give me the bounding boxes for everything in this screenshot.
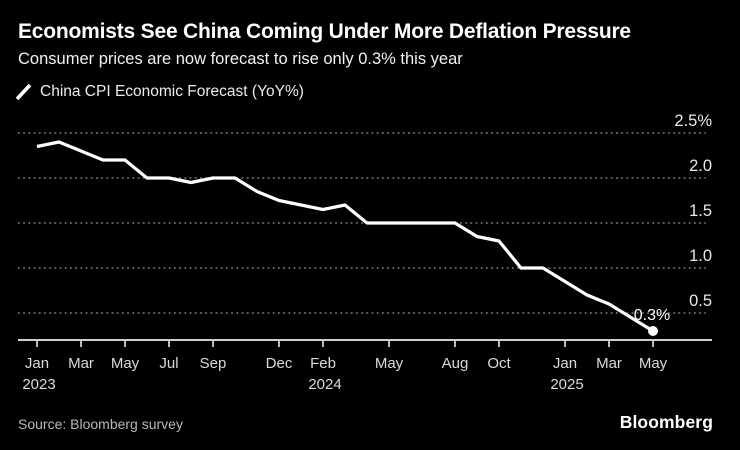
y-axis-tick-label: 1.5 [689,202,712,220]
latest-point-marker [648,326,658,336]
x-axis-tick-label: May [375,355,404,372]
x-axis-year-label: 2025 [550,376,583,393]
x-axis-tick-label: Aug [442,355,469,372]
bloomberg-logo: Bloomberg [619,412,713,432]
cpi-forecast-line [36,140,654,333]
x-axis-tick-label: Oct [487,355,511,372]
x-axis-tick-label: Jul [159,355,178,372]
x-axis-tick-label: May [111,355,140,372]
x-axis-year-label: 2024 [308,376,341,393]
x-axis-tick-label: Jan [553,355,577,372]
chart-subtitle: Consumer prices are now forecast to rise… [18,50,463,68]
x-axis-tick-label: Sep [200,355,227,372]
latest-value-label: 0.3% [634,307,670,324]
source-note: Source: Bloomberg survey [18,416,183,432]
x-axis-tick-label: Jan [25,355,49,372]
y-axis-tick-label: 1.0 [689,247,712,265]
y-axis-tick-label: 2.0 [689,157,712,175]
legend: China CPI Economic Forecast (YoY%) [15,83,304,101]
x-axis-tick-label: May [639,355,668,372]
chart-title: Economists See China Coming Under More D… [18,20,631,43]
y-axis-tick-label: 0.5 [689,292,712,310]
x-axis-tick-label: Dec [266,355,293,372]
x-axis-tick-label: Mar [596,355,622,372]
line-series-icon [15,83,32,101]
x-axis-tick-label: Feb [310,355,336,372]
line-chart: 2.5% 2.0 1.5 1.0 0.5 Jan 2023 Mar May Jul Sep Dec Fe… [18,112,712,393]
legend-label: China CPI Economic Forecast (YoY%) [40,83,304,100]
y-axis-tick-label: 2.5% [674,112,712,130]
x-axis-tick-label: Mar [68,355,94,372]
x-axis-year-label: 2023 [22,376,55,393]
